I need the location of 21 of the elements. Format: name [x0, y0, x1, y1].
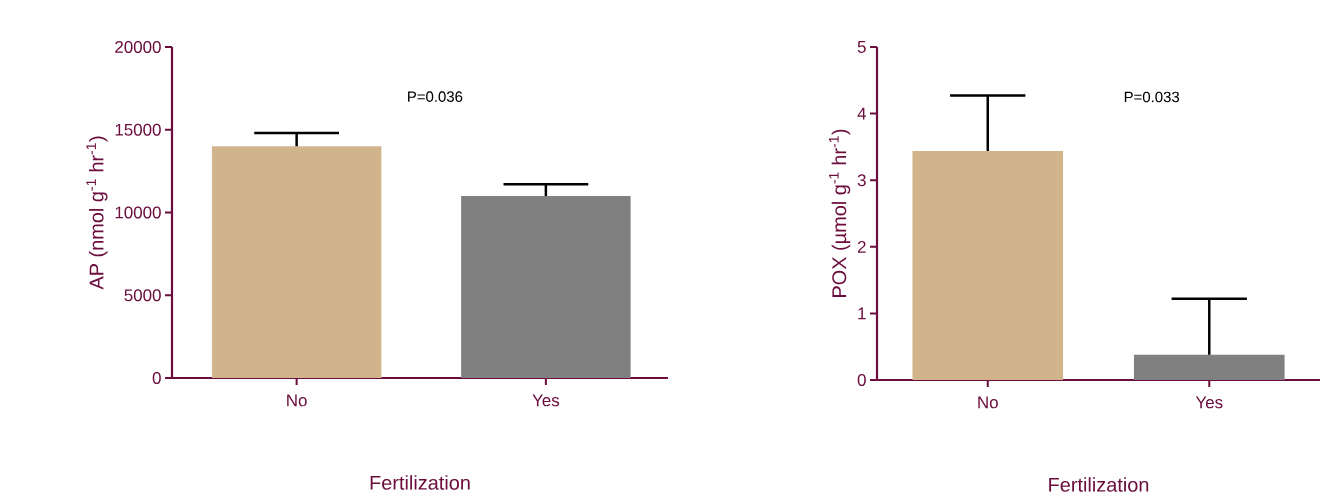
y-tick-label: 2	[857, 240, 866, 253]
annotation: P=0.033	[1124, 91, 1180, 103]
x-tick-label: Yes	[532, 394, 560, 407]
y-tick-label: 10000	[115, 206, 161, 219]
annotation: P=0.036	[408, 91, 463, 102]
x-tick-label: Yes	[1195, 396, 1223, 409]
y-tick-label: 1	[858, 307, 866, 320]
x-axis-title: Fertilization	[1049, 477, 1149, 492]
y-tick-label: 4	[857, 107, 866, 120]
x-tick-label: No	[978, 396, 998, 409]
y-tick-label: 20000	[115, 41, 161, 53]
y-axis-title: POX (µmol g$^{-1}$ hr$^{-1}$)	[829, 129, 851, 297]
x-axis-title: Fertilization	[370, 475, 470, 490]
y-axis-title: AP (nmol g$^{-1}$ hr$^{-1}$)	[86, 136, 108, 290]
y-tick-label: 15000	[115, 123, 161, 136]
y-tick-label: 0	[857, 374, 866, 386]
y-tick-label: 5	[857, 41, 866, 53]
x-tick-label: No	[287, 394, 307, 407]
y-tick-label: 3	[857, 174, 866, 187]
y-tick-label: 0	[152, 372, 161, 384]
y-tick-label: 5000	[124, 289, 161, 302]
